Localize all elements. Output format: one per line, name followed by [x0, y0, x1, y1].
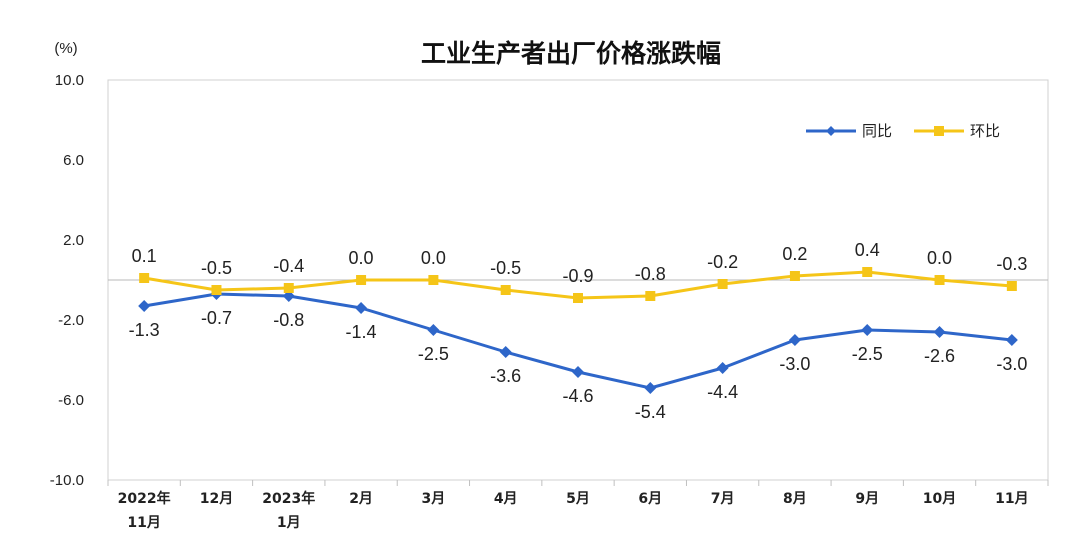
x-tick-label: 1月: [277, 515, 301, 531]
data-point: [139, 273, 150, 283]
data-point: [788, 334, 801, 346]
data-label: -2.6: [924, 346, 955, 366]
data-label: -3.6: [490, 366, 521, 386]
data-label: -2.5: [418, 344, 449, 364]
x-tick-label: 7月: [711, 491, 735, 507]
x-tick-label: 12月: [200, 491, 233, 507]
x-tick-label: 2023年: [262, 490, 315, 507]
x-tick-label: 2月: [349, 491, 373, 507]
data-labels: -1.3 -0.7 -0.8 -1.4 -2.5 -3.6 -4.6 -5.4 -4.4 -3.0…: [129, 240, 1028, 422]
legend-label: 环比: [970, 122, 1000, 140]
x-axis-ticks: 2022年 11月 12月 2023年 1月 2月 3月 4月 5月 6月 7月 8月 9月 10月 11月: [107, 480, 1049, 531]
data-point: [1006, 281, 1017, 291]
y-tick-label: -6.0: [58, 392, 84, 409]
data-label: -3.0: [779, 354, 810, 374]
data-label: -0.7: [201, 308, 232, 328]
legend-label: 同比: [862, 122, 892, 140]
data-point: [861, 324, 874, 336]
x-tick-label: 5月: [566, 491, 590, 507]
data-point: [644, 382, 657, 394]
x-tick-label: 11月: [127, 515, 160, 531]
y-axis-unit: (%): [54, 40, 77, 57]
data-point: [572, 366, 584, 378]
data-label: 0.1: [132, 246, 157, 266]
data-point: [645, 291, 656, 301]
data-label: -2.5: [852, 344, 883, 364]
y-tick-label: 2.0: [63, 232, 84, 249]
data-point: [862, 267, 873, 277]
data-point: [427, 324, 440, 336]
data-label: -0.8: [273, 310, 304, 330]
data-point: [934, 275, 945, 285]
data-label: -0.9: [562, 266, 593, 286]
data-label: -1.4: [346, 322, 377, 342]
x-tick-label: 9月: [855, 491, 879, 507]
y-tick-label: -2.0: [58, 312, 84, 329]
y-tick-label: -10.0: [50, 472, 84, 489]
x-tick-label: 6月: [638, 491, 662, 507]
chart-title: 工业生产者出厂价格涨跌幅: [421, 39, 721, 68]
data-label: -1.3: [129, 320, 160, 340]
x-tick-label: 3月: [422, 491, 446, 507]
x-tick-label: 2022年: [118, 490, 171, 507]
y-tick-label: 6.0: [63, 152, 84, 169]
data-point: [499, 346, 512, 358]
legend-marker: [934, 126, 944, 136]
x-tick-label: 8月: [783, 491, 807, 507]
data-label: -5.4: [635, 402, 666, 422]
data-label: 0.0: [421, 248, 446, 268]
data-label: 0.0: [927, 248, 952, 268]
data-label: -3.0: [996, 354, 1027, 374]
y-axis-ticks: 10.0 6.0 2.0 -2.0 -6.0 -10.0: [50, 72, 84, 489]
data-label: -0.3: [996, 254, 1027, 274]
data-point: [283, 283, 294, 293]
data-point: [500, 285, 511, 295]
data-point: [573, 293, 583, 303]
data-point: [138, 300, 151, 312]
x-tick-label: 11月: [995, 491, 1028, 507]
data-point: [211, 285, 222, 295]
data-point: [356, 275, 367, 285]
data-point: [355, 302, 368, 314]
legend: 同比 环比: [806, 122, 1000, 140]
x-tick-label: 4月: [494, 491, 518, 507]
data-point: [716, 362, 729, 374]
data-point: [789, 271, 800, 281]
data-label: -0.5: [490, 258, 521, 278]
data-label: -0.8: [635, 264, 666, 284]
data-label: -4.6: [562, 386, 593, 406]
data-label: 0.4: [855, 240, 880, 260]
data-point: [717, 279, 728, 289]
data-label: -0.2: [707, 252, 738, 272]
data-label: -4.4: [707, 382, 738, 402]
data-point: [933, 326, 946, 338]
data-label: 0.0: [349, 248, 374, 268]
y-tick-label: 10.0: [55, 72, 84, 89]
data-label: -0.5: [201, 258, 232, 278]
data-point: [1005, 334, 1018, 346]
data-label: -0.4: [273, 256, 304, 276]
series-group: [138, 267, 1018, 394]
x-tick-label: 10月: [923, 491, 956, 507]
legend-marker: [826, 126, 836, 136]
data-point: [428, 275, 439, 285]
data-label: 0.2: [782, 244, 807, 264]
